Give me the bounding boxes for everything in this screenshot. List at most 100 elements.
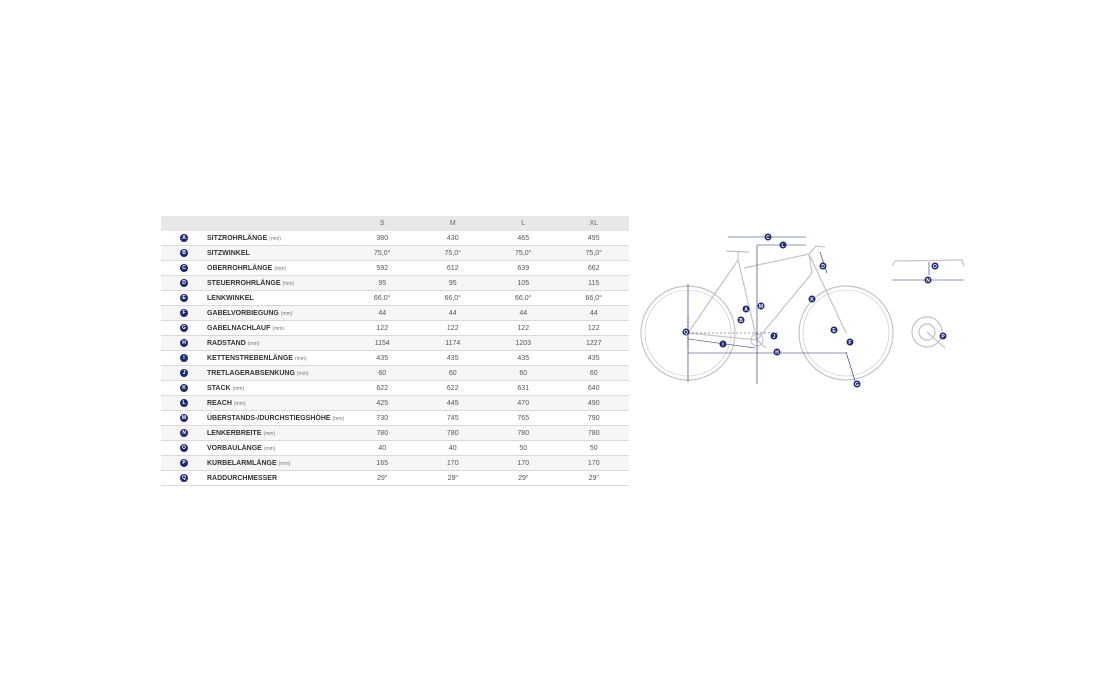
marker-q: Q xyxy=(682,328,690,336)
value-cell: 465 xyxy=(488,231,559,246)
row-badge-cell: G xyxy=(161,320,207,336)
row-key-badge: P xyxy=(180,459,188,467)
row-unit: (mm) xyxy=(294,355,307,362)
row-label: KURBELARMLÄNGE xyxy=(207,459,277,467)
value-cell: 622 xyxy=(417,380,488,396)
svg-text:H: H xyxy=(775,350,779,356)
value-cell: 1203 xyxy=(488,335,559,351)
row-label-cell: GABELNACHLAUF (mm) xyxy=(207,320,347,336)
value-cell: 44 xyxy=(558,305,629,321)
value-cell: 44 xyxy=(347,305,418,321)
row-unit: (mm) xyxy=(232,385,245,392)
value-cell: 29" xyxy=(558,470,629,486)
value-cell: 50 xyxy=(488,440,559,456)
row-label-cell: STACK (mm) xyxy=(207,380,347,396)
row-label: ÜBERSTANDS-/DURCHSTIEGSHÖHE xyxy=(207,414,331,422)
table-row: L REACH (mm) 425 445 470 490 xyxy=(161,395,629,411)
marker-a: A xyxy=(742,305,750,313)
front-wheel xyxy=(798,285,894,381)
marker-i: I xyxy=(719,340,727,348)
value-cell: 75,0° xyxy=(347,245,418,261)
svg-text:L: L xyxy=(781,243,784,249)
table-row: A SITZROHRLÄNGE (mm) 380 430 465 495 xyxy=(161,231,629,246)
table-row: P KURBELARMLÄNGE (mm) 165 170 170 170 xyxy=(161,455,629,471)
row-badge-cell: D xyxy=(161,275,207,291)
value-cell: 622 xyxy=(347,380,418,396)
marker-m: M xyxy=(757,302,765,310)
row-label: STACK xyxy=(207,384,231,392)
table-row: N LENKERBREITE (mm) 780 780 780 780 xyxy=(161,425,629,441)
row-key-badge: E xyxy=(180,294,188,302)
svg-text:K: K xyxy=(810,297,814,303)
row-label-cell: OBERROHRLÄNGE (mm) xyxy=(207,260,347,276)
value-cell: 470 xyxy=(488,395,559,411)
value-cell: 662 xyxy=(558,260,629,276)
row-key-badge: B xyxy=(180,249,188,257)
value-cell: 75,0° xyxy=(488,245,559,261)
value-cell: 66,0° xyxy=(347,290,418,306)
row-label-cell: KURBELARMLÄNGE (mm) xyxy=(207,455,347,471)
value-cell: 1154 xyxy=(347,335,418,351)
value-cell: 780 xyxy=(558,425,629,441)
row-badge-cell: K xyxy=(161,380,207,396)
marker-l: L xyxy=(779,241,787,249)
value-cell: 75,0° xyxy=(558,245,629,261)
table-row: G GABELNACHLAUF (mm) 122 122 122 122 xyxy=(161,320,629,336)
value-cell: 445 xyxy=(417,395,488,411)
row-unit: (mm) xyxy=(332,415,345,422)
table-row: O VORBAULÄNGE (mm) 40 40 50 50 xyxy=(161,440,629,456)
svg-text:B: B xyxy=(739,318,743,324)
marker-f: F xyxy=(846,338,854,346)
row-label-cell: LENKWINKEL xyxy=(207,290,347,306)
svg-text:E: E xyxy=(832,328,836,334)
row-label-cell: KETTENSTREBENLÄNGE (mm) xyxy=(207,350,347,366)
row-key-badge: D xyxy=(180,279,188,287)
svg-text:N: N xyxy=(926,278,930,284)
row-label: VORBAULÄNGE xyxy=(207,444,262,452)
marker-j: J xyxy=(770,332,778,340)
front-wheel-rim xyxy=(802,289,890,377)
row-badge-cell: L xyxy=(161,395,207,411)
row-badge-cell: P xyxy=(161,455,207,471)
value-cell: 425 xyxy=(347,395,418,411)
table-row: J TRETLAGERABSENKUNG (mm) 60 60 60 60 xyxy=(161,365,629,381)
value-cell: 435 xyxy=(488,350,559,366)
svg-text:C: C xyxy=(766,235,770,241)
value-cell: 765 xyxy=(488,410,559,426)
value-cell: 29" xyxy=(417,470,488,486)
row-label: LENKWINKEL xyxy=(207,294,254,302)
value-cell: 495 xyxy=(558,231,629,246)
row-key-badge: L xyxy=(180,399,188,407)
row-key-badge: M xyxy=(180,414,188,422)
crank-arm xyxy=(756,339,767,349)
row-badge-cell: J xyxy=(161,365,207,381)
row-unit: (mm) xyxy=(280,310,293,317)
row-key-badge: K xyxy=(180,384,188,392)
value-cell: 730 xyxy=(347,410,418,426)
row-label: LENKERBREITE xyxy=(207,429,262,437)
row-unit: (mm) xyxy=(263,430,276,437)
row-key-badge: G xyxy=(180,324,188,332)
row-key-badge: N xyxy=(180,429,188,437)
value-cell: 60 xyxy=(347,365,418,381)
table-row: B SITZWINKEL 75,0° 75,0° 75,0° 75,0° xyxy=(161,245,629,261)
svg-text:P: P xyxy=(941,334,945,340)
size-header: XL xyxy=(558,216,629,231)
header-label-column xyxy=(207,216,347,231)
row-badge-cell: A xyxy=(161,231,207,246)
dim-line-g xyxy=(845,351,857,385)
row-label: RADDURCHMESSER xyxy=(207,474,278,482)
row-unit: (mm) xyxy=(269,235,281,242)
chainring-detail xyxy=(911,316,943,348)
row-label: RADSTAND xyxy=(207,339,246,347)
row-label-cell: ÜBERSTANDS-/DURCHSTIEGSHÖHE (mm) xyxy=(207,410,347,426)
handlebar-ends xyxy=(891,259,965,267)
value-cell: 75,0° xyxy=(417,245,488,261)
table-header-row: S M L XL xyxy=(161,216,629,231)
handlebar-top xyxy=(894,259,963,262)
row-label: SITZWINKEL xyxy=(207,249,250,257)
row-label: SITZROHRLÄNGE xyxy=(207,234,268,242)
value-cell: 44 xyxy=(488,305,559,321)
row-label: STEUERROHRLÄNGE xyxy=(207,279,281,287)
value-cell: 780 xyxy=(347,425,418,441)
